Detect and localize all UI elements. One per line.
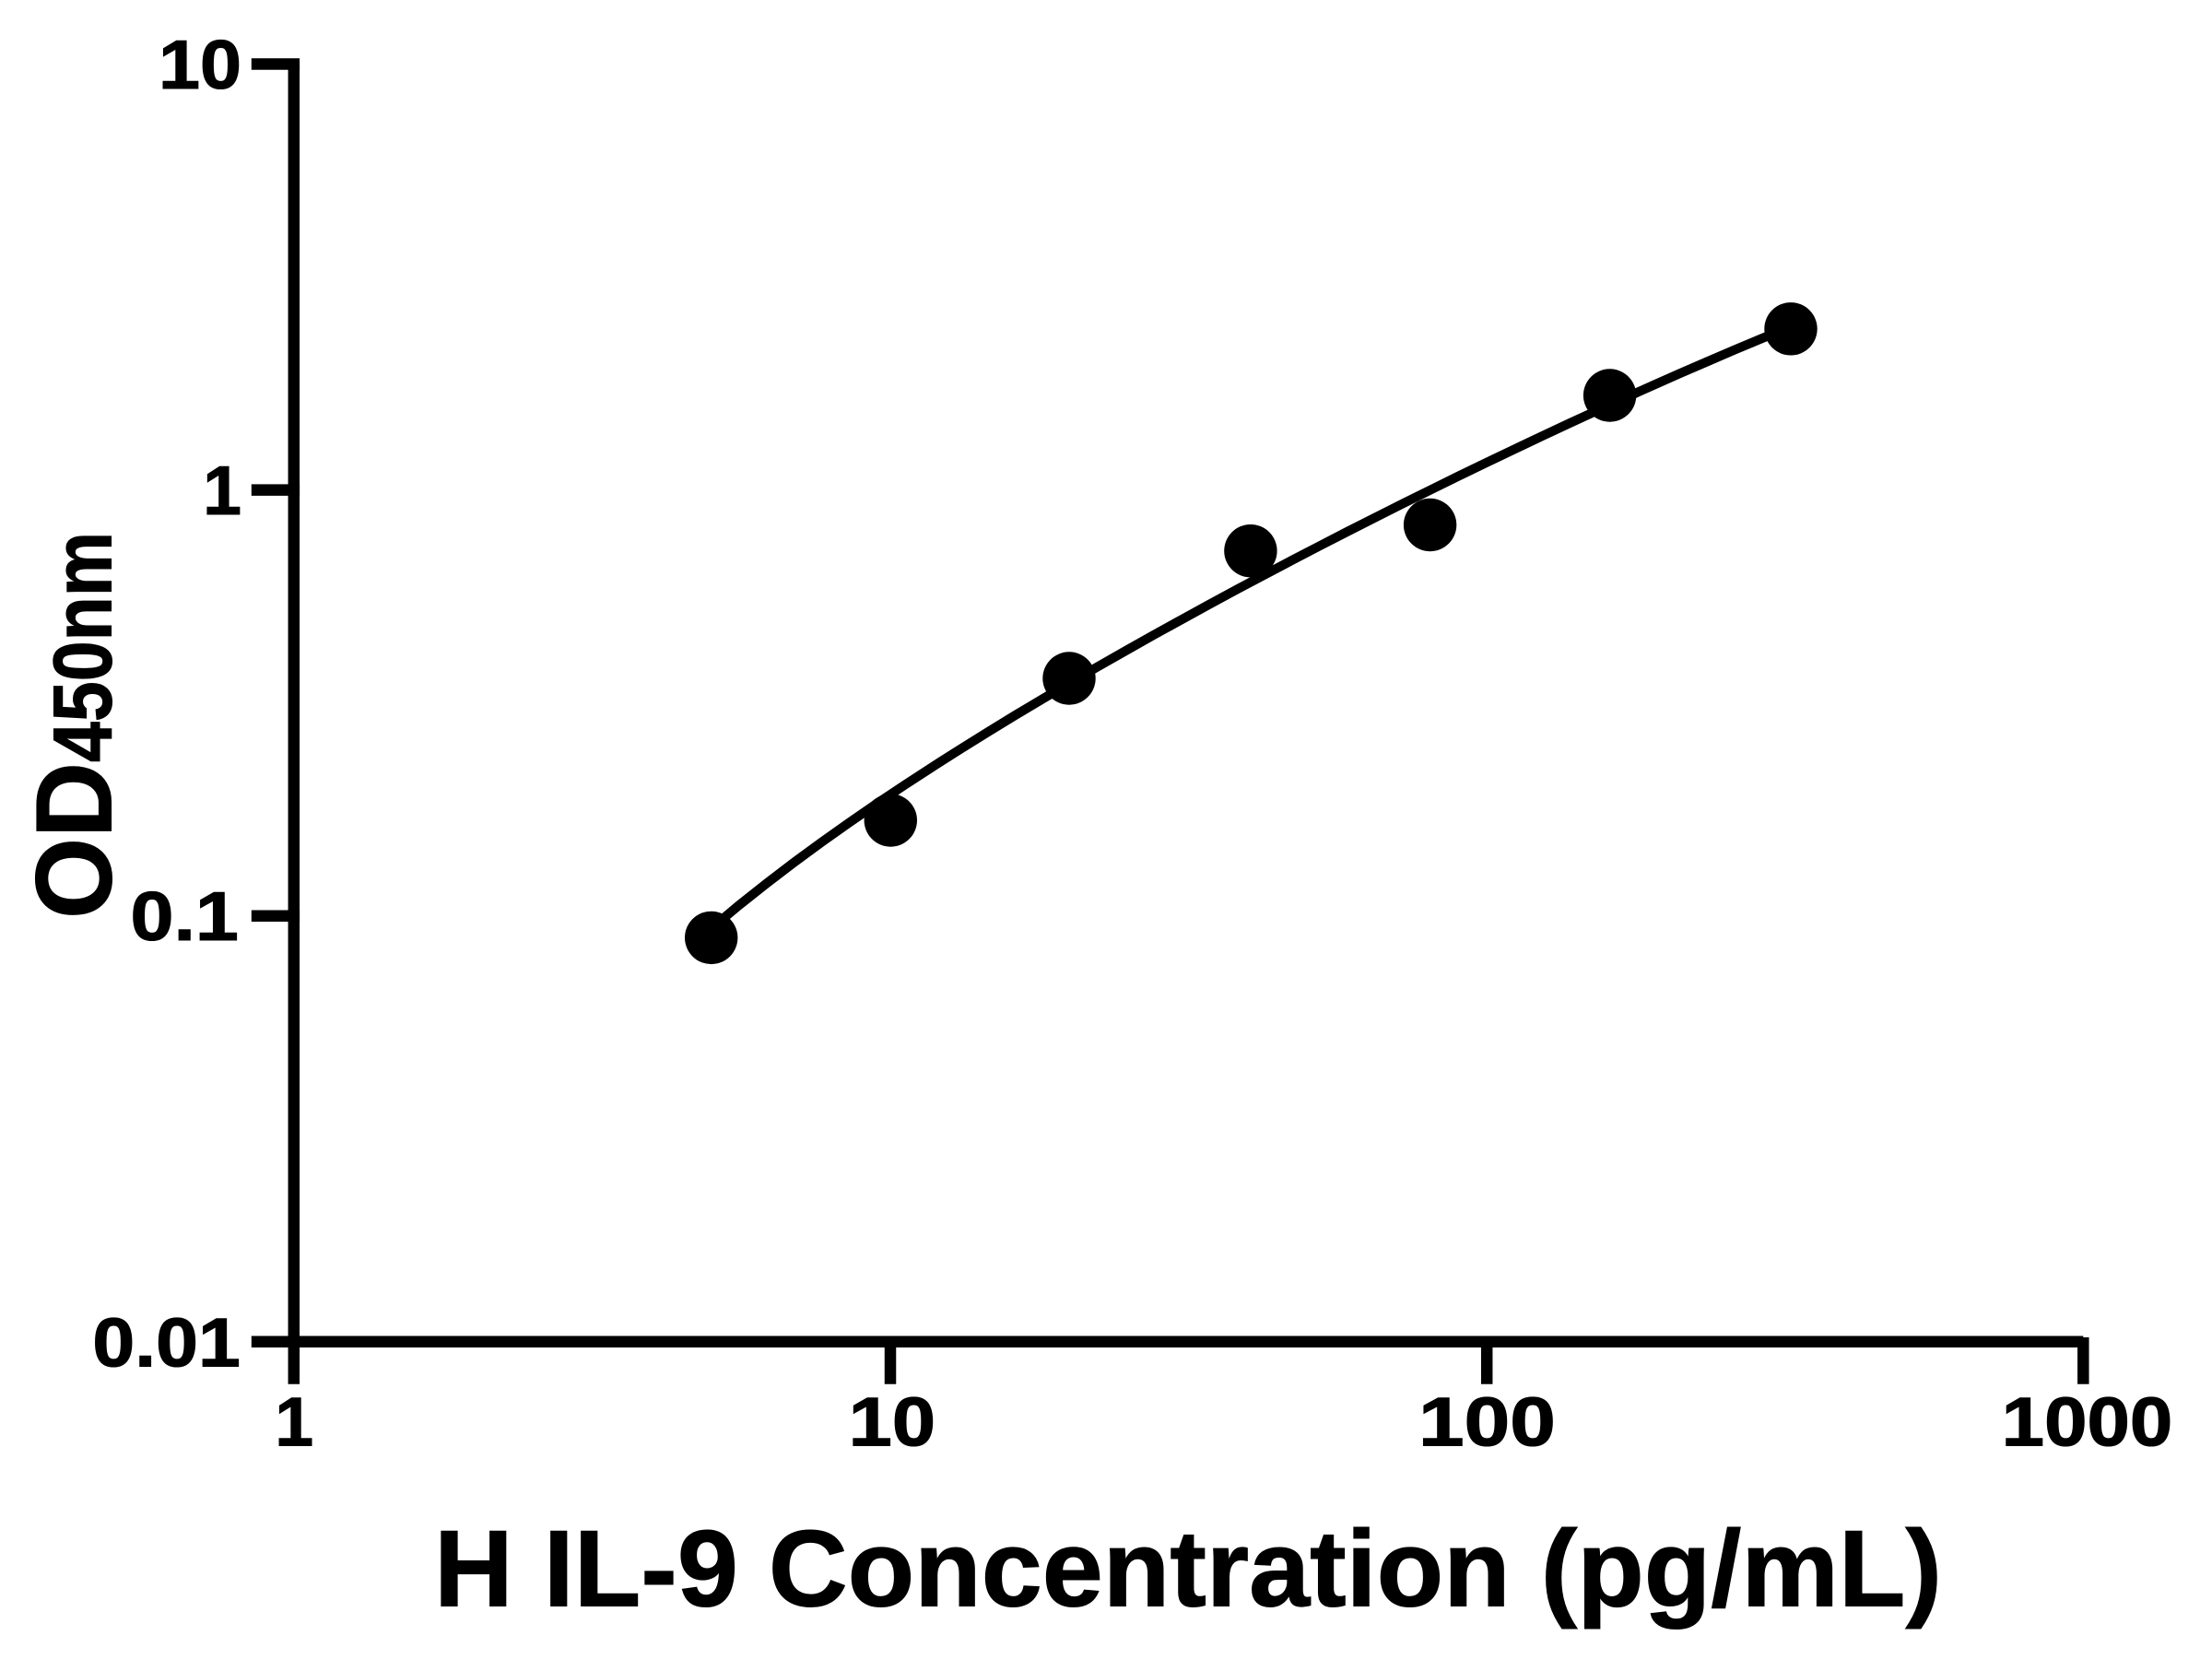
svg-text:10: 10 bbox=[159, 26, 241, 103]
svg-text:1: 1 bbox=[203, 452, 241, 529]
svg-text:1: 1 bbox=[275, 1383, 313, 1461]
svg-text:450nm: 450nm bbox=[38, 532, 130, 762]
svg-text:10: 10 bbox=[849, 1383, 935, 1461]
svg-text:H IL-9 Concentration (pg/mL): H IL-9 Concentration (pg/mL) bbox=[434, 1509, 1942, 1630]
svg-text:0.01: 0.01 bbox=[92, 1303, 240, 1381]
svg-text:OD: OD bbox=[14, 762, 135, 919]
svg-text:0.1: 0.1 bbox=[131, 877, 239, 955]
svg-text:1000: 1000 bbox=[2002, 1383, 2173, 1461]
svg-text:100: 100 bbox=[1418, 1383, 1556, 1461]
